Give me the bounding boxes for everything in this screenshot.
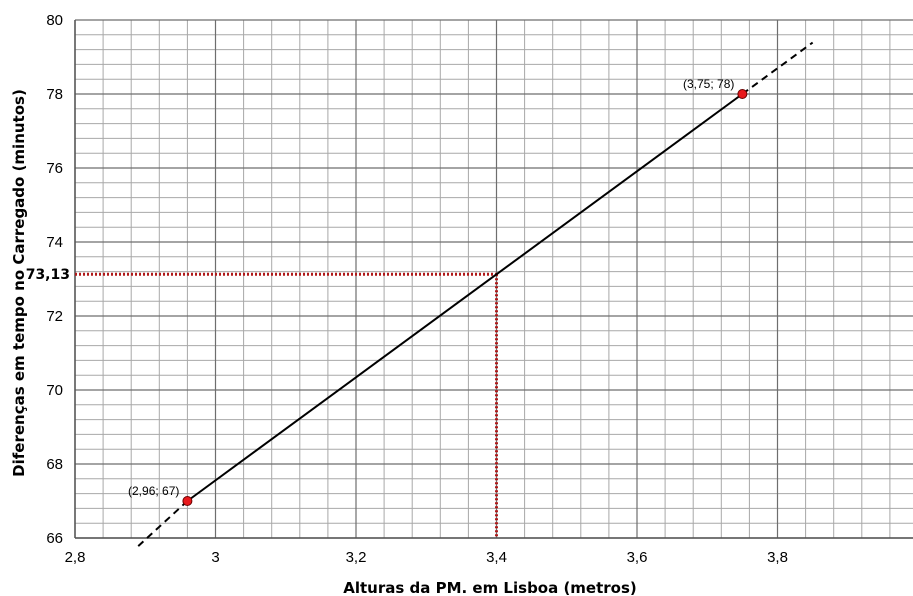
x-tick-label: 3,6 [627,549,648,566]
x-tick-label: 2,8 [65,549,86,566]
x-tick-label: 3,4 [486,549,507,566]
reference-value-label: 73,13 [26,267,70,283]
y-tick-label: 78 [46,86,63,103]
data-point-label: (2,96; 67) [128,484,179,498]
y-tick-label: 76 [46,160,63,177]
x-tick-label: 3 [211,549,219,566]
y-tick-label: 74 [46,234,63,251]
x-axis-title: Alturas da PM. em Lisboa (metros) [343,579,637,596]
series-line [186,93,743,502]
x-tick-label: 3,8 [767,549,788,566]
data-point [182,496,193,506]
y-tick-label: 72 [46,308,63,325]
data-point [737,89,748,99]
y-tick-label: 70 [46,382,63,399]
tick-labels: 2,833,23,43,63,84666870727476788073,13 [26,12,788,566]
y-tick-label: 80 [46,12,63,29]
y-tick-label: 66 [46,530,63,547]
chart-points: (2,96; 67) (3,75; 78) [128,77,748,506]
y-tick-label: 68 [46,456,63,473]
plot-area [75,20,913,538]
y-axis-title: Diferenças em tempo no Carregado (minuto… [10,89,28,477]
chart-lines [75,41,814,547]
x-tick-label: 3,2 [346,549,367,566]
line-extension-dashed [741,41,814,95]
chart-grid [74,19,913,539]
data-point-label: (3,75; 78) [683,77,734,91]
